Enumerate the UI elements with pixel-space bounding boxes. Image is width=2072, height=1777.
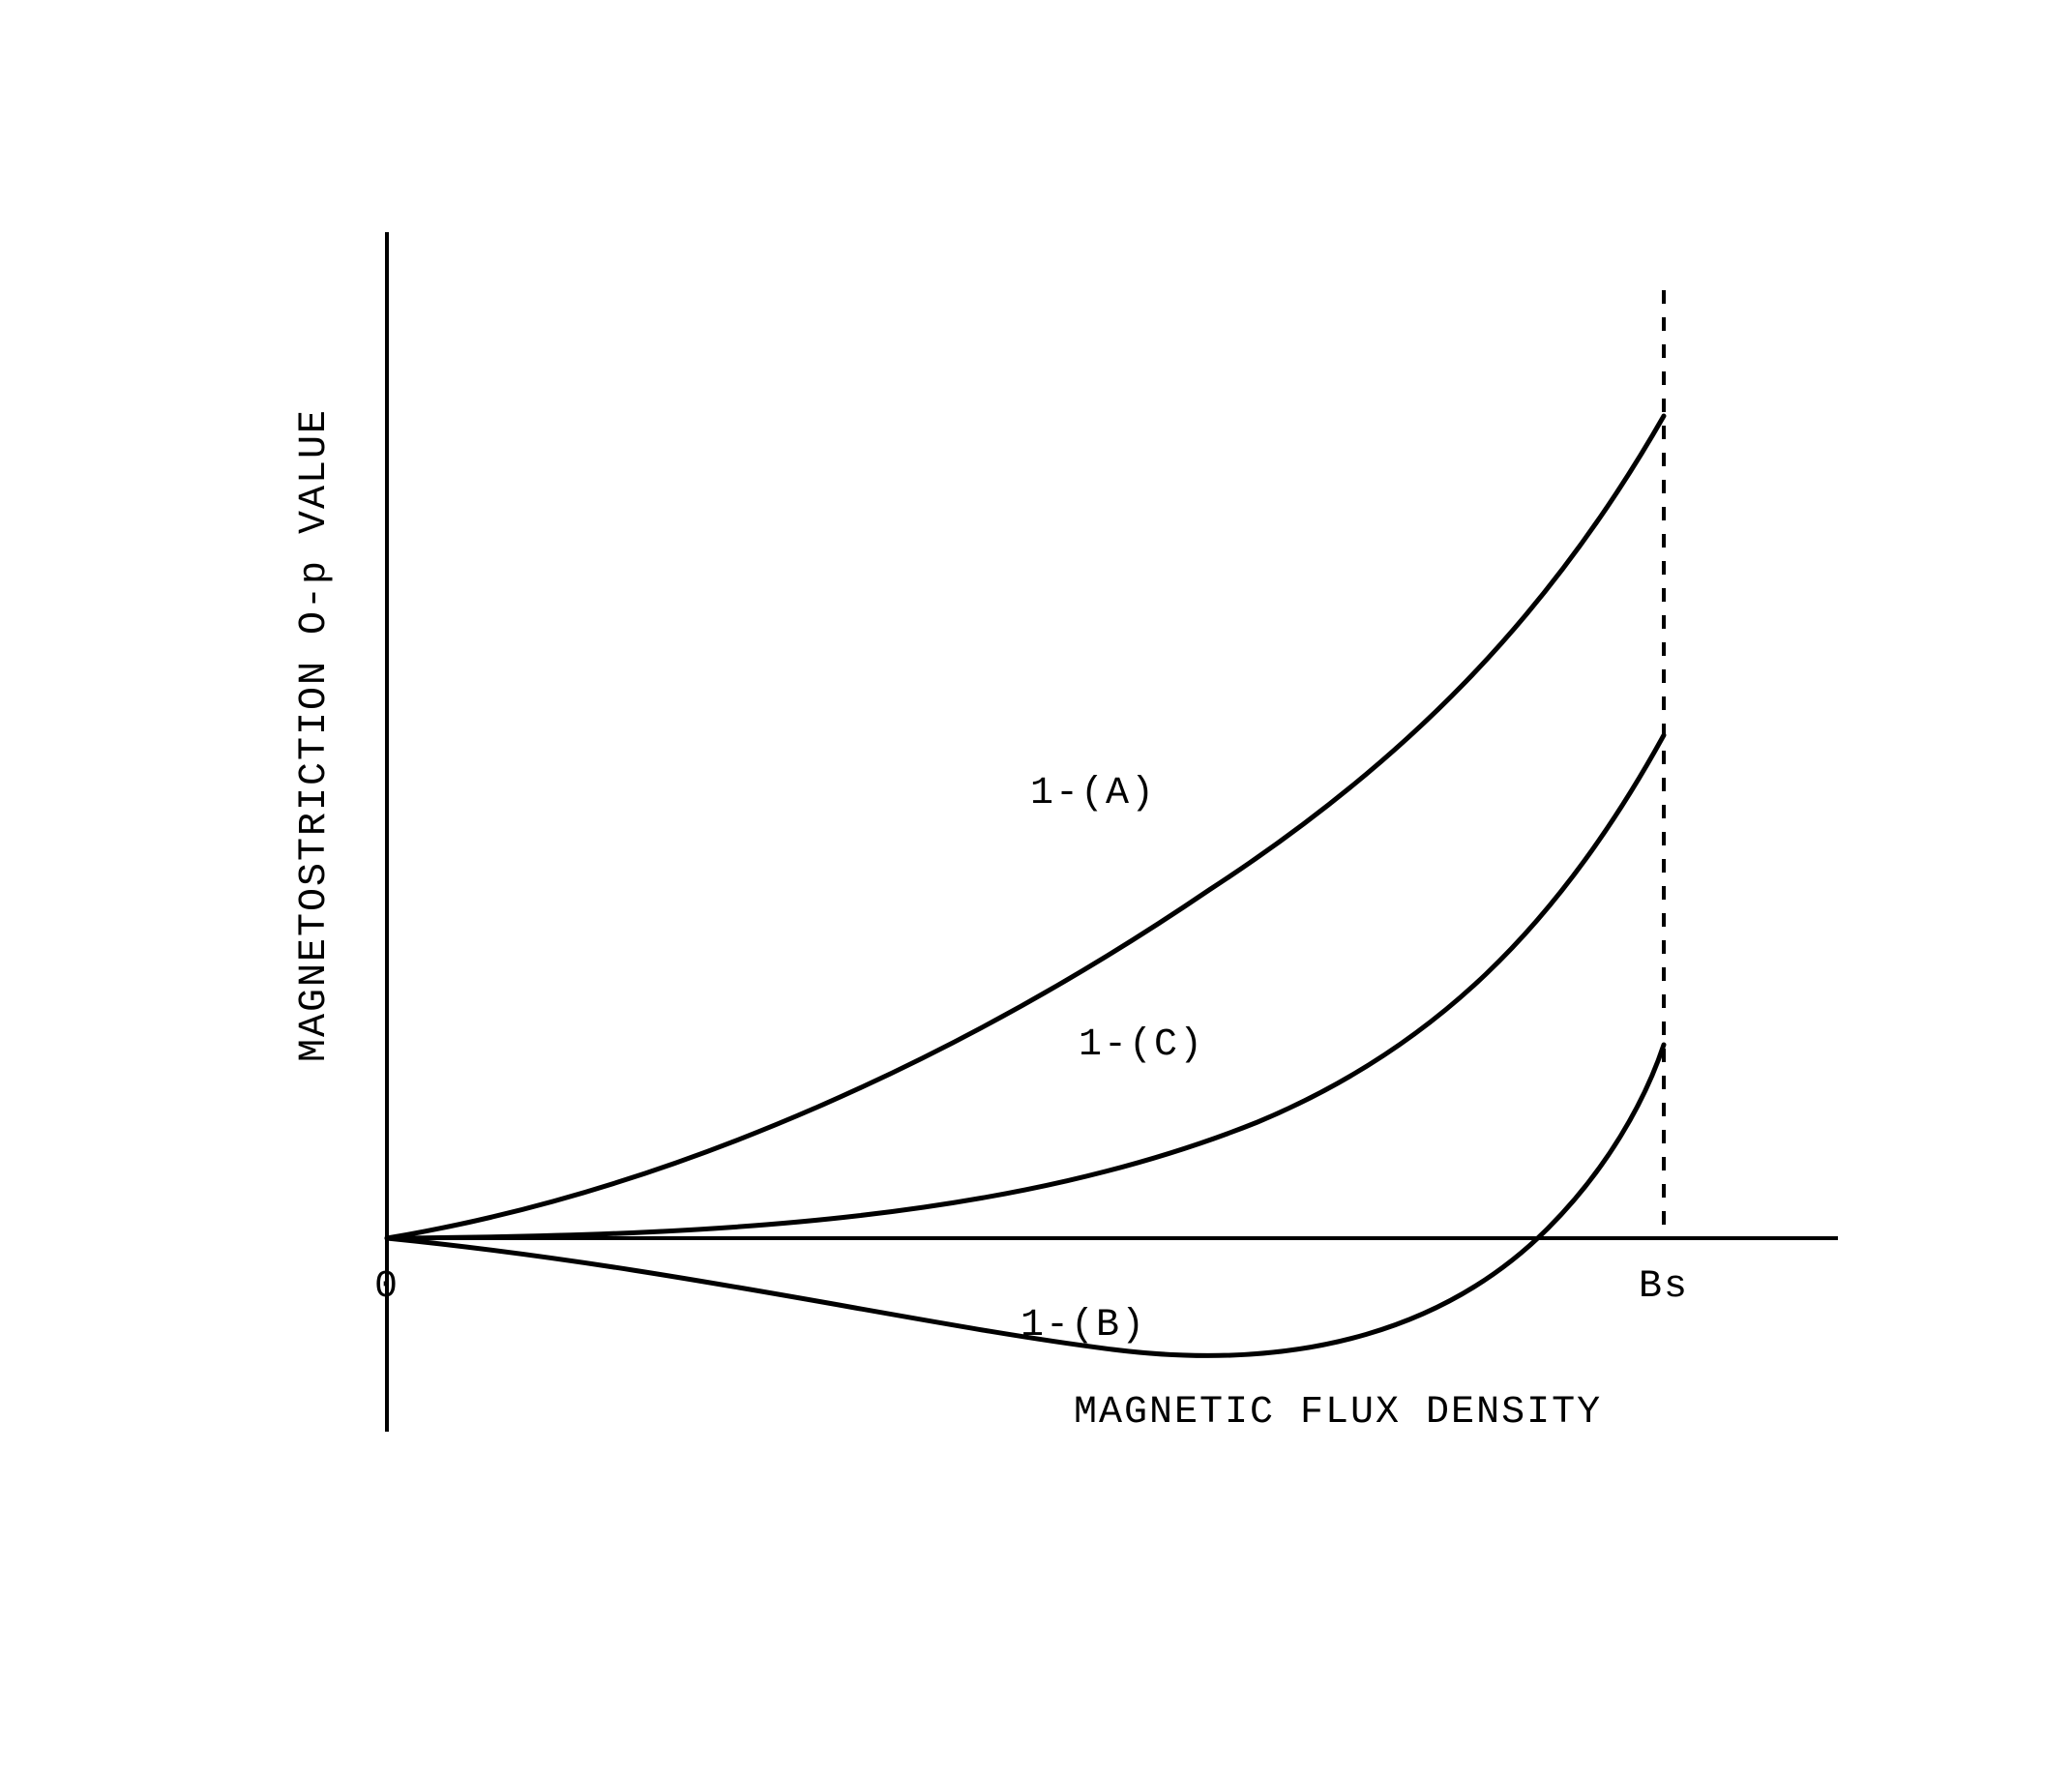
magnetostriction-chart: MAGNETOSTRICTION O-p VALUE MAGNETIC FLUX…: [0, 0, 2072, 1777]
curve-label-C: 1-(C): [1079, 1023, 1204, 1067]
bs-tick-label: Bs: [1639, 1265, 1689, 1309]
curves-group: [387, 416, 1664, 1355]
curve-C: [387, 735, 1664, 1238]
y-axis-label: MAGNETOSTRICTION O-p VALUE: [293, 408, 337, 1062]
curve-A: [387, 416, 1664, 1238]
curve-labels-group: 1-(A) 1-(C) 1-(B): [1021, 772, 1204, 1348]
curve-label-A: 1-(A): [1030, 772, 1156, 815]
origin-label: 0: [374, 1265, 400, 1309]
curve-label-B: 1-(B): [1021, 1304, 1146, 1348]
x-axis-label: MAGNETIC FLUX DENSITY: [1074, 1391, 1602, 1435]
